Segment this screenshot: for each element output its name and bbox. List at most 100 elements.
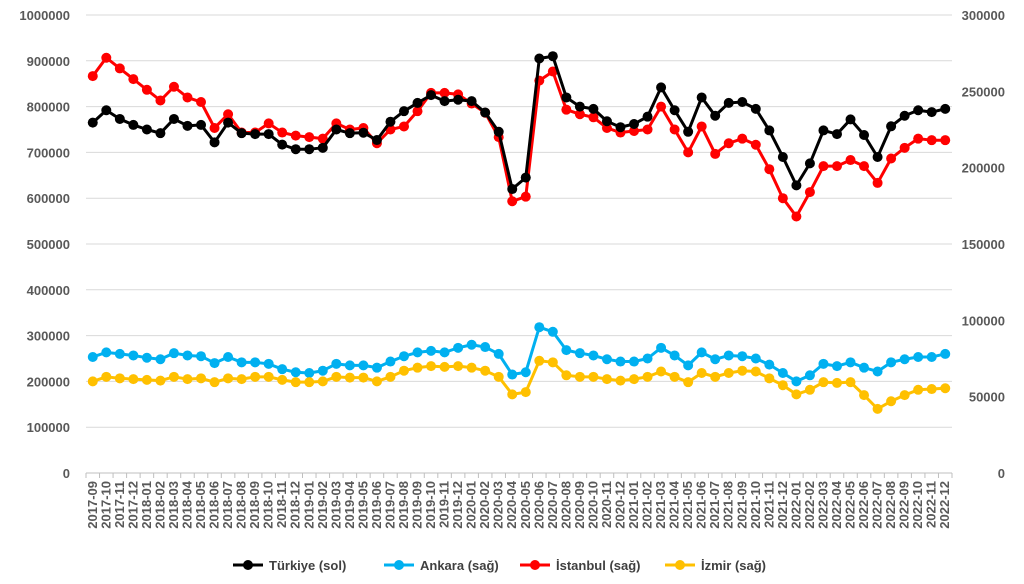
series-1-point (899, 110, 910, 121)
x-tick-label: 2017-09 (85, 481, 100, 529)
series-3-point (290, 130, 301, 141)
series-1 (87, 51, 951, 195)
series-1-point (168, 113, 179, 124)
series-4-point (601, 374, 612, 385)
series-2-point (940, 348, 951, 359)
series-4-point (412, 362, 423, 373)
x-tick-label: 2019-04 (342, 480, 357, 528)
series-4-point (466, 362, 477, 373)
series-3-point (886, 153, 897, 164)
series-2-point (710, 354, 721, 365)
series-4-point (344, 372, 355, 383)
legend-label: İzmir (sağ) (701, 558, 766, 573)
x-tick-label: 2017-10 (98, 481, 113, 529)
series-2-point (831, 361, 842, 372)
left-tick-label: 200000 (27, 374, 70, 389)
series-3-point (87, 71, 98, 82)
series-1-point (629, 119, 640, 130)
left-tick-label: 800000 (27, 100, 70, 115)
series-1-point (439, 96, 450, 107)
series-4-point (859, 390, 870, 401)
series-1-point (872, 151, 883, 162)
series-4-point (899, 390, 910, 401)
series-3-point (439, 87, 450, 98)
series-1-point (304, 144, 315, 155)
series-2-point (629, 356, 640, 367)
x-tick-label: 2019-11 (437, 481, 452, 528)
series-2-point (290, 367, 301, 378)
right-tick-label: 0 (998, 466, 1005, 481)
x-tick-label: 2019-07 (382, 481, 397, 529)
x-tick-label: 2021-02 (640, 481, 655, 529)
series-1-point (859, 129, 870, 140)
series-1-point (818, 125, 829, 136)
series-4-point (561, 370, 572, 381)
series-1-point (493, 126, 504, 137)
series-1-point (940, 103, 951, 114)
right-tick-label: 100000 (962, 313, 1005, 328)
series-3-point (723, 138, 734, 149)
series-3-point (141, 84, 152, 95)
series-2-point (926, 351, 937, 362)
series-1-point (412, 97, 423, 108)
legend-marker (530, 560, 540, 570)
series-1-point (344, 128, 355, 139)
series-1-point (913, 105, 924, 116)
series-3-point (398, 121, 409, 132)
series-1-point (777, 151, 788, 162)
series-4-point (304, 377, 315, 388)
series-2-point (114, 348, 125, 359)
series-3-point (804, 187, 815, 198)
series-2-point (250, 357, 261, 368)
series-4-point (737, 365, 748, 376)
series-3-point (737, 133, 748, 144)
series-2-point (155, 354, 166, 365)
x-tick-label: 2022-06 (856, 481, 871, 529)
series-4-point (872, 403, 883, 414)
series-3-point (196, 97, 207, 108)
legend-label: İstanbul (sağ) (556, 558, 641, 573)
x-tick-label: 2021-07 (707, 481, 722, 529)
series-4-point (209, 377, 220, 388)
legend-marker (243, 560, 253, 570)
left-tick-label: 700000 (27, 145, 70, 160)
series-2-point (547, 326, 558, 337)
series-4-point (845, 377, 856, 388)
series-4-point (642, 371, 653, 382)
x-tick-label: 2020-04 (504, 480, 519, 528)
x-tick-label: 2019-09 (410, 481, 425, 529)
left-tick-label: 400000 (27, 283, 70, 298)
series-3-point (629, 126, 640, 137)
series-2-line (92, 325, 946, 383)
series-3 (87, 52, 951, 222)
series-2-point (561, 345, 572, 356)
x-tick-label: 2022-08 (883, 481, 898, 529)
series-2-point (453, 342, 464, 353)
series-3-point (926, 135, 937, 146)
series-1-point (453, 94, 464, 105)
series-3-point (750, 139, 761, 150)
series-1-point (480, 107, 491, 118)
x-tick-label: 2019-08 (396, 481, 411, 529)
series-2-point (777, 368, 788, 379)
series-4-point (696, 368, 707, 379)
series-2-point (304, 368, 315, 379)
x-tick-label: 2021-04 (667, 480, 682, 528)
series-1-point (601, 116, 612, 127)
series-1-point (182, 120, 193, 131)
series-4-point (250, 371, 261, 382)
x-tick-label: 2020-06 (531, 481, 546, 529)
x-tick-label: 2022-04 (829, 480, 844, 528)
series-3-point (520, 191, 531, 202)
series-4-point (615, 375, 626, 386)
series-4-point (223, 373, 234, 384)
series-2-point (128, 350, 139, 361)
series-4-point (290, 377, 301, 388)
series-2-point (466, 339, 477, 350)
series-1-point (588, 103, 599, 114)
x-tick-label: 2019-01 (301, 481, 316, 529)
series-3-point (101, 52, 112, 63)
x-tick-label: 2020-05 (518, 481, 533, 529)
right-axis-ticks: 0 50000 100000 150000 200000 250000 300000 (962, 8, 1005, 481)
series-2-point (886, 357, 897, 368)
